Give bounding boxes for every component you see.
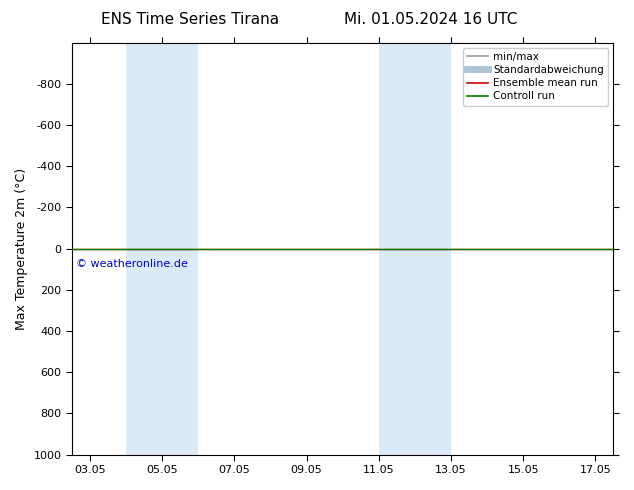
Text: © weatheronline.de: © weatheronline.de — [75, 259, 188, 269]
Text: Mi. 01.05.2024 16 UTC: Mi. 01.05.2024 16 UTC — [344, 12, 518, 27]
Bar — [180, 43, 198, 455]
Legend: min/max, Standardabweichung, Ensemble mean run, Controll run: min/max, Standardabweichung, Ensemble me… — [463, 48, 608, 105]
Bar — [126, 43, 180, 455]
Text: ENS Time Series Tirana: ENS Time Series Tirana — [101, 12, 279, 27]
Y-axis label: Max Temperature 2m (°C): Max Temperature 2m (°C) — [15, 168, 28, 330]
Bar — [415, 43, 451, 455]
Bar — [378, 43, 415, 455]
